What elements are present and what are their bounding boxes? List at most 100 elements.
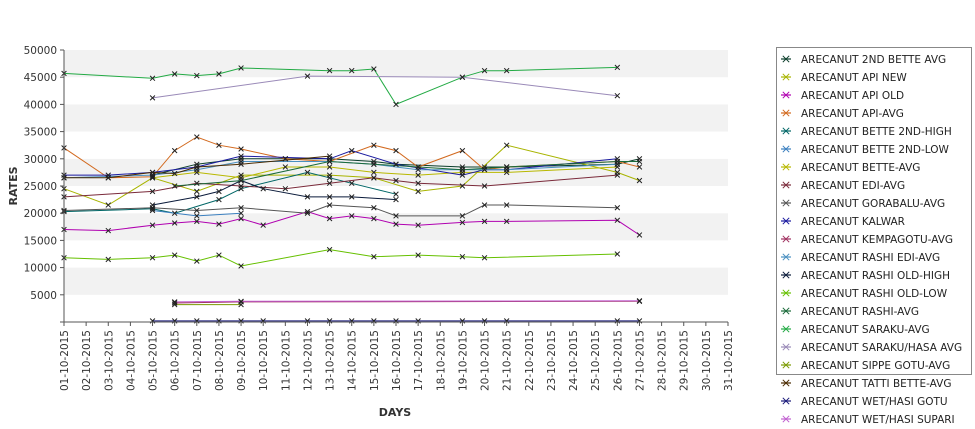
legend-item: ARECANUT RASHI OLD-HIGH xyxy=(781,270,950,282)
data-point xyxy=(194,258,200,264)
data-point xyxy=(216,196,222,203)
data-point xyxy=(326,67,333,74)
y-axis-ticks: 5000 10000 15000 20000 25000 30000 35000 40000 4… xyxy=(24,45,64,302)
data-point xyxy=(238,153,244,159)
x-tick-label: 03-10-2015 xyxy=(103,330,115,391)
data-point xyxy=(503,218,510,225)
x-tick-label: 02-10-2015 xyxy=(81,330,93,391)
grid-band xyxy=(64,294,728,322)
legend-swatch-marker xyxy=(782,235,790,243)
data-point xyxy=(216,188,222,195)
grid-band xyxy=(64,77,728,105)
x-tick-label: 15-10-2015 xyxy=(369,330,381,391)
data-point xyxy=(614,158,621,165)
data-point xyxy=(238,161,244,167)
data-point xyxy=(238,298,244,305)
x-tick-label: 14-10-2015 xyxy=(347,330,359,391)
data-point xyxy=(105,175,112,181)
series-line xyxy=(152,166,618,179)
data-point xyxy=(304,169,311,176)
data-point xyxy=(260,222,266,228)
series-line xyxy=(63,204,618,217)
legend-box xyxy=(776,47,972,375)
data-point xyxy=(149,75,156,82)
legend-label: ARECANUT API NEW xyxy=(801,72,907,84)
legend-swatch-marker xyxy=(782,127,790,135)
legend-label: ARECANUT RASHI-AVG xyxy=(801,306,919,318)
data-point xyxy=(415,318,421,324)
legend-swatch-marker xyxy=(782,55,790,63)
x-tick-label: 25-10-2015 xyxy=(590,330,602,391)
x-tick-label: 09-10-2015 xyxy=(236,330,248,391)
legend-item: ARECANUT SIPPE GOTU-AVG xyxy=(781,360,950,372)
data-point xyxy=(348,213,355,219)
legend-swatch-marker xyxy=(782,163,790,171)
legend-swatch-marker xyxy=(782,325,790,333)
legend-item: ARECANUT KALWAR xyxy=(781,216,905,228)
legend-label: ARECANUT SARAKU/HASA AVG xyxy=(801,342,962,354)
data-point xyxy=(171,252,178,258)
data-point xyxy=(171,147,178,154)
data-point xyxy=(149,255,156,261)
legend-swatch-marker xyxy=(782,217,790,225)
data-point xyxy=(393,177,399,184)
grid-band xyxy=(64,50,728,78)
data-point xyxy=(194,218,200,225)
data-point xyxy=(371,142,377,148)
x-tick-label: 16-10-2015 xyxy=(391,330,403,391)
x-tick-label: 31-10-2015 xyxy=(723,330,735,391)
data-point xyxy=(459,219,466,226)
x-tick-label: 30-10-2015 xyxy=(701,330,713,391)
data-point xyxy=(415,166,421,173)
data-point xyxy=(105,256,112,263)
x-tick-label: 23-10-2015 xyxy=(546,330,558,391)
data-point xyxy=(481,218,488,225)
data-point xyxy=(149,169,156,176)
grid-band xyxy=(64,131,728,159)
data-point xyxy=(194,180,200,187)
data-point xyxy=(171,71,178,77)
legend-item: ARECANUT BETTE 2ND-LOW xyxy=(781,144,950,156)
data-point xyxy=(238,210,244,216)
legend-swatch-marker xyxy=(782,379,790,387)
x-tick-label: 20-10-2015 xyxy=(480,330,492,391)
data-point xyxy=(238,318,244,324)
data-point xyxy=(371,175,377,181)
legend-label: ARECANUT BETTE 2ND-HIGH xyxy=(801,126,952,138)
legend: ARECANUT 2ND BETTE AVG ARECANUT API NEW AR… xyxy=(776,47,972,426)
legend-item: ARECANUT EDI-AVG xyxy=(781,180,905,192)
data-point xyxy=(614,251,621,257)
data-point xyxy=(105,202,112,208)
x-tick-label: 05-10-2015 xyxy=(148,330,160,391)
legend-label: ARECANUT BETTE-AVG xyxy=(801,162,920,174)
data-point xyxy=(149,173,156,180)
legend-label: ARECANUT KALWAR xyxy=(801,216,905,228)
legend-item: ARECANUT API-AVG xyxy=(781,108,904,120)
data-point xyxy=(636,232,643,238)
x-tick-label: 17-10-2015 xyxy=(413,330,425,391)
legend-item: ARECANUT GORABALU-AVG xyxy=(781,198,945,210)
y-tick-label: 30000 xyxy=(24,154,57,166)
legend-label: ARECANUT EDI-AVG xyxy=(801,180,905,192)
x-tick-label: 18-10-2015 xyxy=(435,330,447,391)
legend-label: ARECANUT RASHI OLD-HIGH xyxy=(801,270,950,282)
data-point xyxy=(393,101,399,108)
legend-swatch-marker xyxy=(782,343,790,351)
x-tick-label: 22-10-2015 xyxy=(524,330,536,391)
legend-swatch-marker xyxy=(782,253,790,261)
data-point xyxy=(326,246,333,253)
data-point xyxy=(459,166,466,173)
legend-label: ARECANUT TATTI BETTE-AVG xyxy=(801,378,951,390)
legend-label: ARECANUT SARAKU-AVG xyxy=(801,324,930,336)
data-point xyxy=(459,213,466,219)
data-point xyxy=(614,64,621,71)
grid-bands xyxy=(64,50,728,322)
series-line xyxy=(63,144,640,206)
data-point xyxy=(371,205,377,211)
legend-label: ARECANUT BETTE 2ND-LOW xyxy=(801,144,950,156)
data-point xyxy=(348,194,355,200)
legend-item: ARECANUT API OLD xyxy=(781,90,904,102)
y-tick-label: 10000 xyxy=(24,263,57,275)
legend-swatch-marker xyxy=(782,109,790,117)
data-point xyxy=(481,67,488,74)
